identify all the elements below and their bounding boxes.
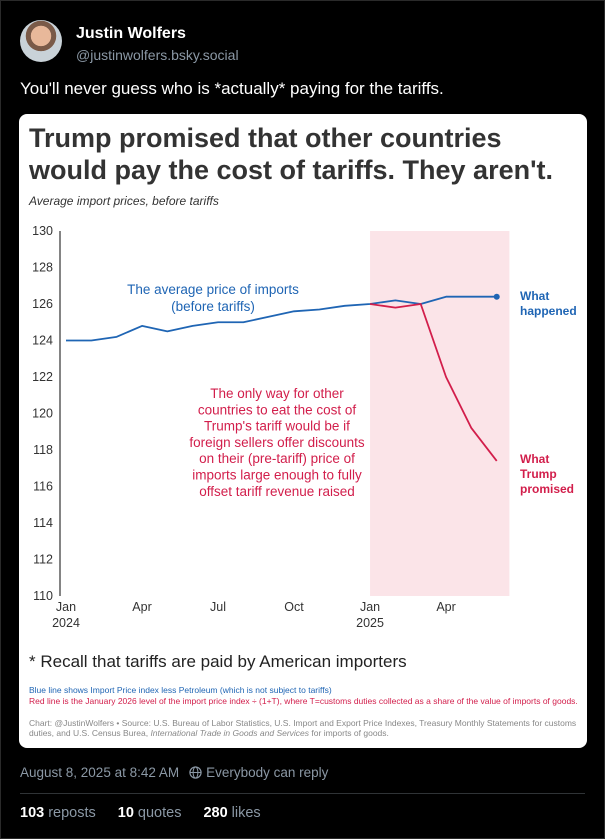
y-tick-label: 116 [33,480,53,494]
chart-title: Trump promised that other countries woul… [29,123,553,185]
x-tick-label: Jan [360,600,380,614]
y-tick-label: 110 [33,589,53,603]
note-source-suffix: for imports of goods. [309,728,389,738]
reposts-number: 103 [20,805,45,821]
reposts-label: reposts [48,805,96,821]
quotes-count[interactable]: 10 quotes [118,805,182,821]
likes-label: likes [231,805,261,821]
avatar[interactable] [20,20,62,62]
post-stats: 103 reposts 10 quotes 280 likes [20,805,261,821]
x-tick-label: Jan [56,600,76,614]
x-tick-label: Oct [284,600,304,614]
shaded-period [370,231,510,596]
note-source-italic: International Trade in Goods and Service… [150,728,310,738]
chart-card[interactable]: 110 112 114 116 118 120 122 124 126 128 130 Jan 2024… [19,114,587,748]
author-name[interactable]: Justin Wolfers [76,25,186,42]
y-tick-label: 122 [32,370,53,384]
y-tick-label: 124 [32,334,53,348]
post-meta: August 8, 2025 at 8:42 AM Everybody can … [20,765,328,780]
note-source-prefix: Chart: @JustinWolfers • Source: U.S. Bur… [29,718,577,738]
chart-subtitle: Average import prices, before tariffs [29,194,219,208]
annotation-blue: (before tariffs) [171,299,255,314]
globe-icon [189,766,202,779]
annotation-red: offset tariff revenue raised [199,484,355,499]
end-label-what-trump-promised: Trump [520,467,557,481]
series-line-what-trump-promised [369,303,498,462]
y-tick-label: 112 [33,553,53,567]
reposts-count[interactable]: 103 reposts [20,805,96,821]
y-tick-label: 118 [33,443,53,457]
annotation-red: Trump's tariff would be if [204,419,350,434]
end-label-what-trump-promised: promised [520,482,574,496]
quotes-number: 10 [117,805,134,821]
likes-count[interactable]: 280 likes [203,805,260,821]
author-handle[interactable]: @justinwolfers.bsky.social [76,47,239,63]
divider [20,793,585,794]
quotes-label: quotes [137,805,182,821]
x-tick-label: Apr [436,600,455,614]
end-label-what-happened: What [520,289,549,303]
y-tick-label: 128 [32,261,53,275]
note-red-line: Red line is the January 2026 level of th… [29,696,578,706]
annotation-blue: The average price of imports [127,282,299,297]
post-text: You'll never guess who is *actually* pay… [20,79,444,98]
series-line-what-happened [66,295,497,342]
annotation-red: imports large enough to fully [192,468,362,483]
series-end-marker [493,293,500,300]
x-tick-label: Jul [210,600,226,614]
y-tick-label: 126 [32,297,53,311]
annotation-red: The only way for other [210,386,344,401]
x-tick-year: 2024 [52,616,80,630]
chart-footnote: * Recall that tariffs are paid by Americ… [29,652,407,671]
likes-number: 280 [203,805,228,821]
x-tick-year: 2025 [356,616,384,630]
post-timestamp[interactable]: August 8, 2025 at 8:42 AM [20,765,180,780]
y-tick-label: 114 [33,516,53,530]
y-tick-label: 130 [32,224,53,238]
end-label-what-happened: happened [520,304,577,318]
end-label-what-trump-promised: What [520,452,549,466]
annotation-red: on their (pre-tariff) price of [199,451,355,466]
x-tick-label: Apr [132,600,151,614]
note-source: Chart: @JustinWolfers • Source: U.S. Bur… [29,718,579,738]
line-chart: 110 112 114 116 118 120 122 124 126 128 130 Jan 2024… [32,224,577,630]
annotation-red: foreign sellers offer discounts [189,435,365,450]
annotation-red: countries to eat the cost of [198,402,357,417]
note-blue-line: Blue line shows Import Price index less … [29,685,332,695]
reply-setting[interactable]: Everybody can reply [206,765,329,780]
y-tick-label: 120 [32,407,53,421]
